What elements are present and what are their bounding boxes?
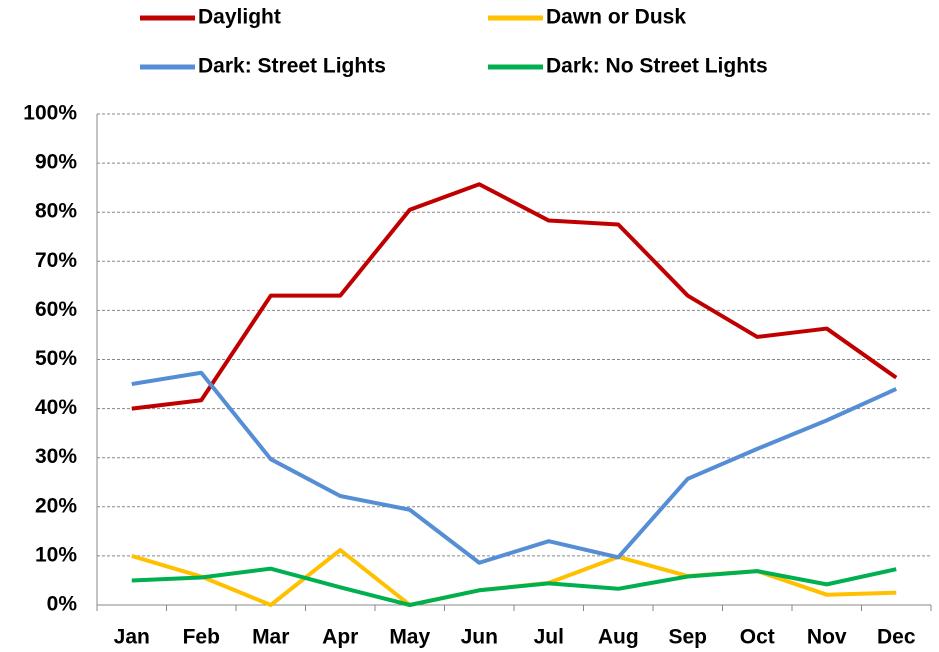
y-tick-label: 40%: [35, 396, 77, 419]
x-tick-label: Jan: [114, 626, 150, 649]
legend-label: Dawn or Dusk: [546, 6, 686, 29]
x-tick-label: Apr: [322, 626, 358, 649]
y-tick-label: 20%: [35, 494, 77, 517]
x-tick-label: May: [389, 626, 430, 649]
x-tick-label: Aug: [598, 626, 639, 649]
y-tick-label: 100%: [23, 102, 77, 125]
x-tick-label: Mar: [252, 626, 289, 649]
y-tick-label: 90%: [35, 151, 77, 174]
legend-label: Dark: No Street Lights: [546, 55, 768, 78]
x-tick-label: Oct: [740, 626, 775, 649]
series-line: [131, 566, 897, 607]
x-tick-label: Jun: [461, 626, 498, 649]
x-tick-label: Jul: [534, 626, 564, 649]
y-tick-label: 10%: [35, 543, 77, 566]
series-line: [131, 370, 898, 565]
legend-label: Daylight: [198, 6, 281, 29]
x-tick-label: Nov: [807, 626, 847, 649]
y-tick-label: 70%: [35, 249, 77, 272]
y-tick-label: 30%: [35, 445, 77, 468]
series-line: [131, 182, 898, 411]
y-tick-label: 60%: [35, 298, 77, 321]
y-tick-label: 50%: [35, 347, 77, 370]
x-tick-label: Sep: [668, 626, 707, 649]
legend-label: Dark: Street Lights: [198, 55, 386, 78]
x-tick-label: Feb: [183, 626, 220, 649]
x-tick-label: Dec: [877, 626, 916, 649]
y-tick-label: 80%: [35, 200, 77, 223]
y-tick-label: 0%: [47, 593, 78, 616]
